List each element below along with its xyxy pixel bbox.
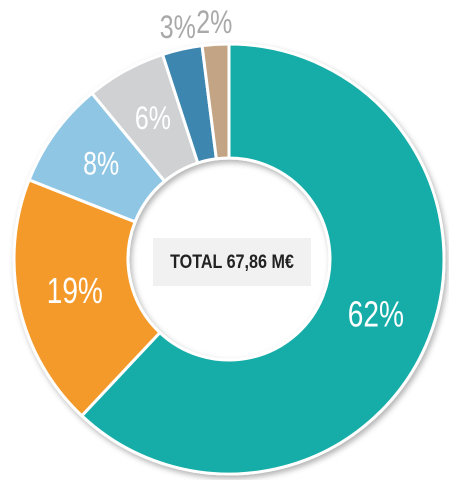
- value-label: 8%: [83, 147, 119, 183]
- donut: [12, 42, 446, 476]
- slice: [12, 177, 162, 418]
- value-label: 2%: [196, 5, 232, 41]
- slice: [79, 42, 446, 476]
- value-label: 6%: [135, 101, 171, 137]
- center-text: TOTAL 67,86 M€: [170, 251, 294, 273]
- value-label: 19%: [47, 271, 103, 311]
- value-label: 62%: [348, 294, 404, 334]
- slice: [200, 42, 231, 161]
- center-box: [153, 238, 311, 286]
- value-label: 3%: [160, 10, 196, 46]
